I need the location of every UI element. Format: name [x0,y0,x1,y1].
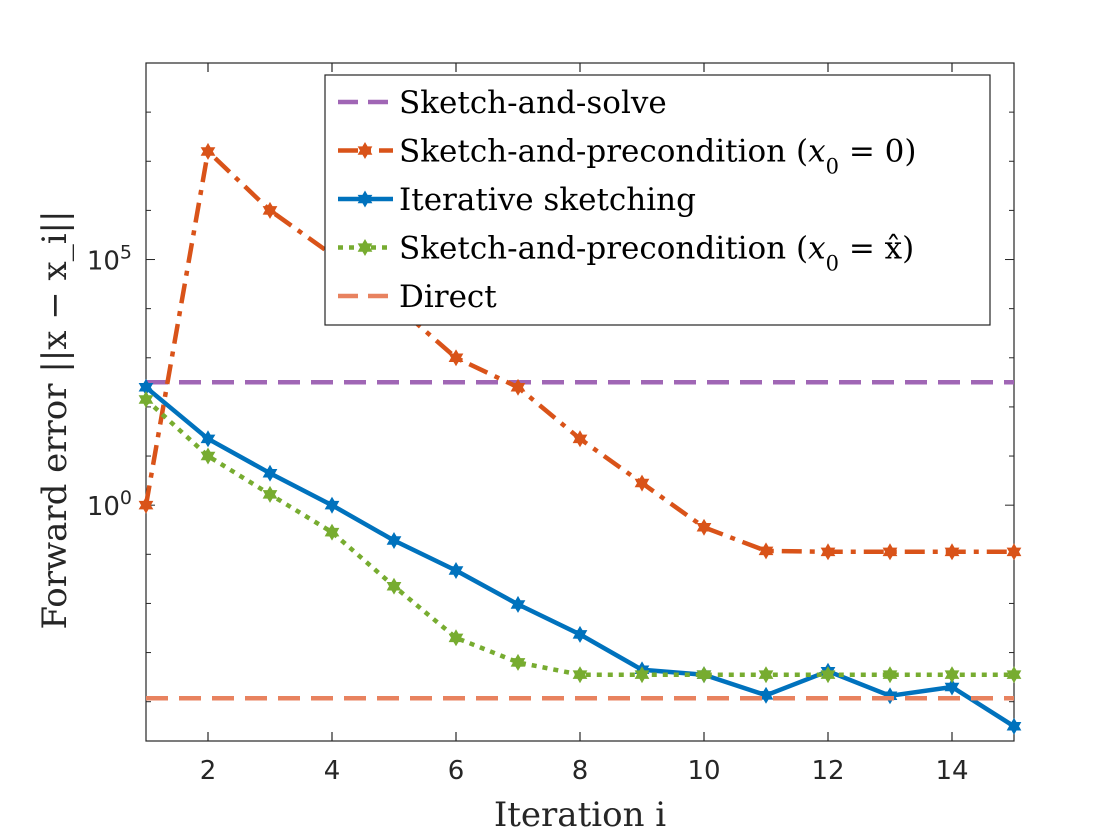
data-point [357,142,373,159]
legend-item: Sketch-and-precondition (x0 = 0) [338,134,916,179]
data-point [262,464,278,482]
data-point [944,543,960,561]
data-point [882,543,898,561]
legend-label: Iterative sketching [399,182,696,218]
legend-label: Sketch-and-solve [399,85,667,121]
y-tick-label: 105 [87,242,132,277]
data-point [357,190,373,208]
legend-label: Sketch-and-precondition (x0 = 0) [399,134,916,179]
data-point [324,496,340,514]
data-point [634,666,650,684]
series-3 [138,391,1022,684]
data-point [572,430,588,448]
axis-labels: Iteration i Forward error ||x − x_i|| [35,211,666,835]
data-point [200,142,216,160]
y-axis-label: Forward error ||x − x_i|| [35,211,75,630]
legend-item: Direct [338,279,497,315]
data-point [882,666,898,684]
data-point [200,430,216,448]
series-group [138,142,1022,735]
data-point [200,447,216,465]
legend-label: Direct [399,279,497,315]
data-point [944,678,960,696]
data-point [386,532,402,549]
data-point [324,523,340,541]
data-point [944,666,960,684]
x-tick-label: 12 [811,756,844,786]
data-point [262,485,278,503]
data-point [357,239,373,256]
legend-box [324,74,991,326]
x-tick-label: 6 [448,756,465,786]
data-point [572,625,588,643]
x-tick-label: 8 [572,756,589,786]
data-point [138,391,154,408]
x-tick-label: 10 [687,756,720,786]
data-point [386,577,402,595]
data-point [1006,666,1022,684]
data-point [510,378,526,396]
data-point [448,629,464,647]
data-point [138,496,154,514]
y-tick-label: 100 [87,487,132,522]
data-point [634,474,650,492]
legend: Sketch-and-solve Sketch-and-precondition … [324,74,991,326]
data-point [820,543,836,561]
data-point [1006,717,1022,735]
data-point [758,542,774,560]
data-point [758,686,774,704]
legend-item: Sketch-and-solve [338,85,667,121]
data-point [696,666,712,684]
legend-item: Sketch-and-precondition (x0 = x̂) [338,231,914,276]
legend-item: Iterative sketching [338,182,696,218]
legend-label: Sketch-and-precondition (x0 = x̂) [399,231,914,276]
data-point [696,518,712,536]
data-point [758,666,774,684]
data-point [510,595,526,613]
x-tick-label: 2 [200,756,217,786]
data-point [448,562,464,579]
x-axis-label: Iteration i [494,795,666,835]
data-point [262,201,278,219]
data-point [510,653,526,671]
data-point [820,666,836,684]
data-point [1006,543,1022,561]
x-tick-label: 14 [935,756,968,786]
data-point [448,349,464,367]
data-point [572,666,588,684]
x-tick-label: 4 [324,756,341,786]
